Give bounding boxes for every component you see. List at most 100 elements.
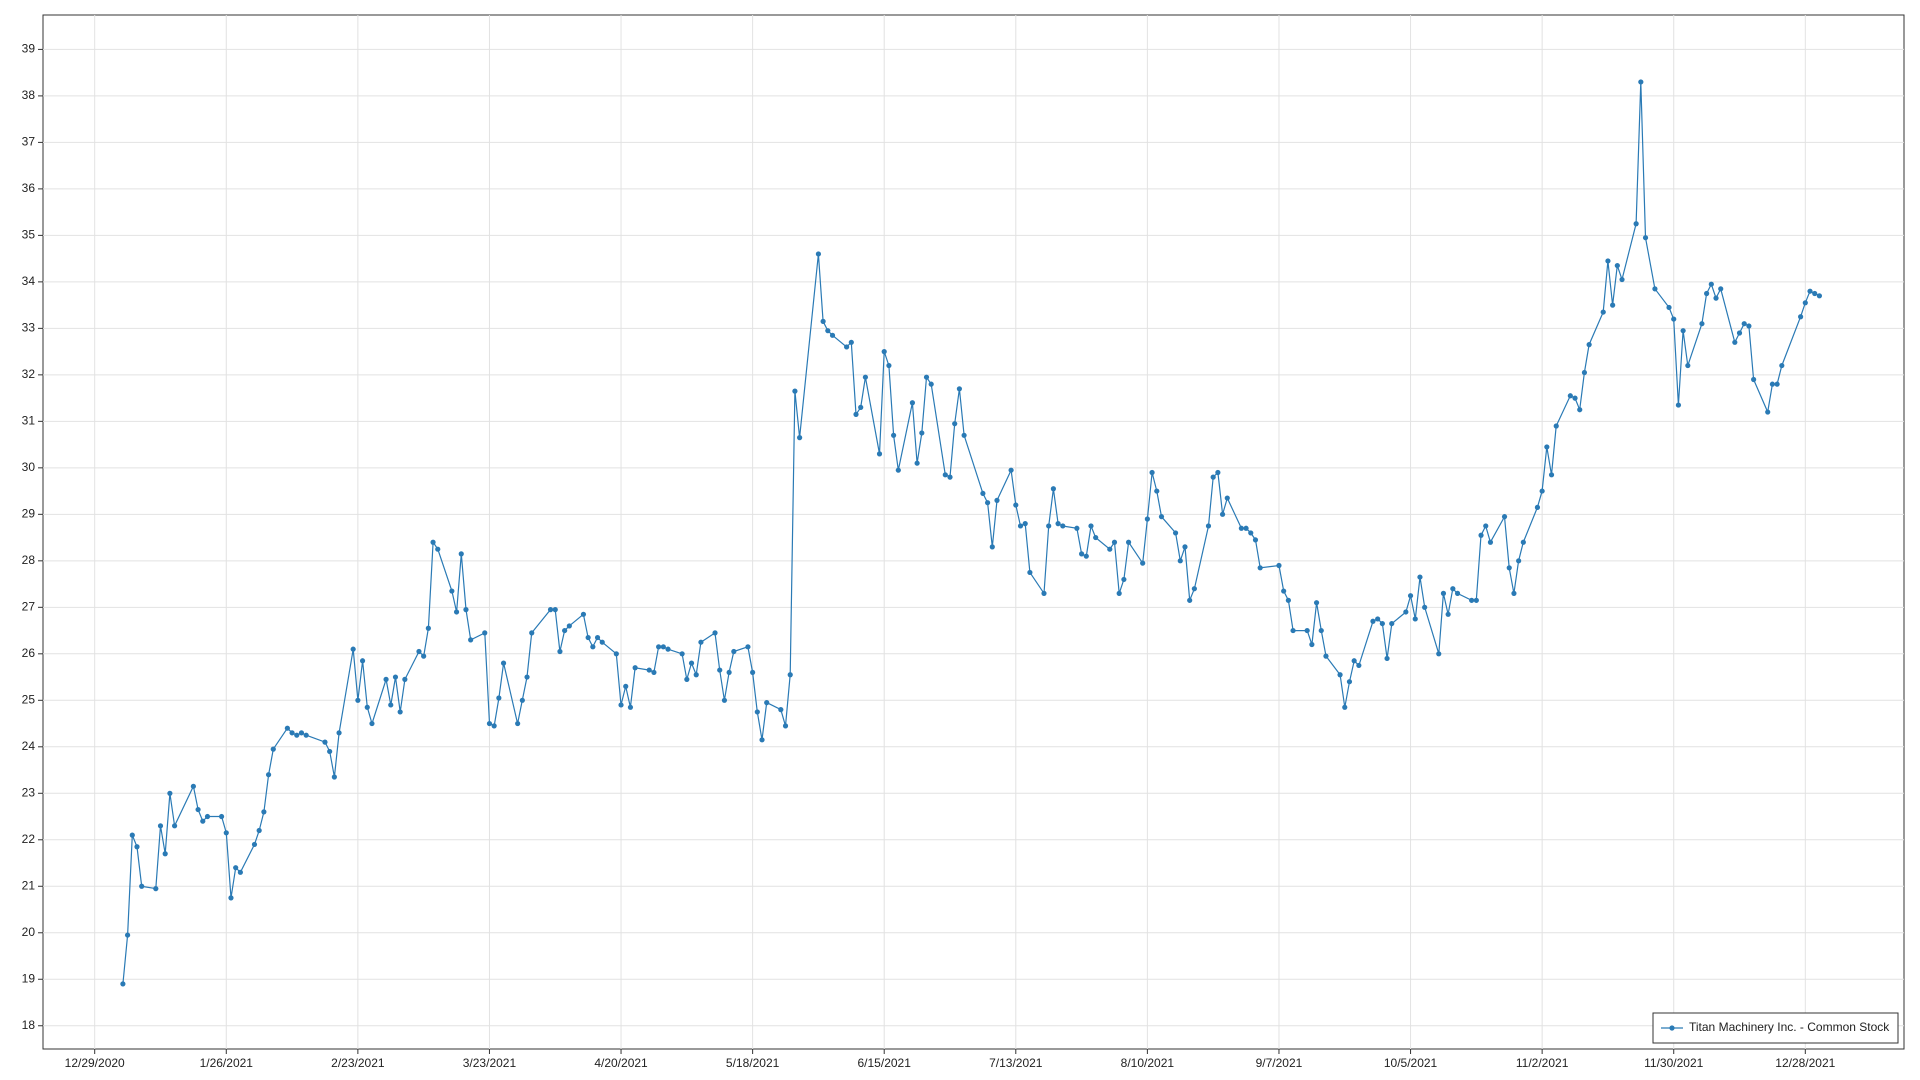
data-point (237, 869, 243, 875)
data-point (416, 648, 422, 655)
data-point (712, 630, 718, 636)
data-point (1379, 620, 1385, 627)
x-tick-label: 5/18/2021 (726, 1056, 780, 1070)
data-point (453, 609, 460, 615)
data-point (1520, 539, 1526, 545)
data-point (750, 669, 756, 676)
x-tick-label: 4/20/2021 (594, 1056, 648, 1070)
data-point (1285, 597, 1291, 603)
legend-marker (1669, 1025, 1675, 1031)
data-point (350, 646, 356, 652)
data-point (952, 421, 958, 427)
data-point (721, 697, 728, 703)
data-point (190, 783, 196, 789)
data-point (397, 709, 403, 715)
y-tick-label: 22 (22, 832, 36, 846)
data-point (139, 883, 145, 889)
data-point (731, 648, 737, 655)
data-point (1511, 590, 1517, 596)
data-point (284, 725, 290, 731)
data-point (223, 830, 229, 836)
data-point (515, 720, 521, 727)
data-point (171, 823, 178, 829)
data-point (355, 697, 361, 703)
data-point (1210, 474, 1216, 480)
data-point (881, 349, 887, 355)
data-point (1074, 525, 1080, 531)
data-point (1807, 288, 1813, 294)
data-point (1812, 290, 1818, 297)
data-point (1445, 611, 1451, 617)
data-point (251, 841, 258, 848)
data-point (167, 790, 173, 796)
y-tick-label: 33 (22, 321, 36, 335)
data-point (1572, 395, 1578, 401)
data-point (1078, 551, 1085, 557)
data-point (458, 551, 464, 557)
data-point (660, 644, 666, 650)
data-point (994, 497, 1000, 503)
data-point (961, 432, 967, 438)
data-point (1158, 514, 1165, 520)
data-point (1454, 590, 1461, 596)
data-point (124, 932, 131, 938)
data-point (820, 318, 826, 324)
y-tick-label: 36 (22, 181, 36, 195)
data-point (782, 723, 789, 729)
data-point (1638, 79, 1644, 85)
data-point (1107, 546, 1113, 552)
data-point (1205, 523, 1212, 529)
data-point (270, 746, 276, 752)
data-point (1765, 409, 1771, 415)
data-point (336, 730, 342, 736)
y-tick-label: 30 (22, 460, 36, 474)
data-point (1318, 627, 1324, 634)
data-point (1741, 321, 1747, 327)
x-tick-label: 7/13/2021 (989, 1056, 1043, 1070)
y-tick-label: 32 (22, 367, 36, 381)
y-tick-label: 39 (22, 42, 36, 56)
data-point (764, 700, 770, 706)
data-point (599, 639, 605, 645)
data-point (688, 660, 695, 666)
data-point (1600, 309, 1606, 315)
data-point (204, 813, 211, 820)
data-point (1304, 627, 1310, 634)
data-point (1384, 655, 1390, 662)
data-point (684, 676, 690, 682)
x-tick-label: 12/29/2020 (65, 1056, 125, 1070)
data-point (956, 386, 963, 392)
data-point (1581, 369, 1588, 376)
data-point (430, 539, 436, 545)
data-point (524, 674, 530, 680)
data-point (1187, 597, 1193, 603)
data-point (919, 430, 925, 436)
data-point (759, 737, 765, 743)
data-point (547, 607, 554, 613)
data-point (1816, 293, 1823, 299)
x-tick-label: 9/7/2021 (1256, 1056, 1303, 1070)
data-point (529, 630, 535, 636)
legend-box (1652, 1012, 1899, 1044)
data-point (984, 500, 991, 506)
data-point (425, 625, 431, 631)
data-point (562, 627, 568, 634)
data-point (853, 411, 859, 417)
y-tick-label: 38 (22, 88, 36, 102)
data-point (1027, 569, 1033, 576)
data-point (646, 667, 652, 673)
data-point (1290, 627, 1296, 634)
data-point (491, 723, 497, 729)
data-point (153, 885, 159, 892)
data-point (519, 697, 525, 703)
data-point (1144, 516, 1150, 522)
data-point (463, 607, 469, 613)
data-point (1182, 544, 1188, 550)
data-point (369, 720, 375, 727)
y-tick-label: 34 (22, 274, 36, 288)
data-point (923, 374, 930, 380)
data-point (1614, 262, 1620, 269)
y-tick-label: 20 (22, 925, 36, 939)
data-point (1483, 523, 1489, 529)
